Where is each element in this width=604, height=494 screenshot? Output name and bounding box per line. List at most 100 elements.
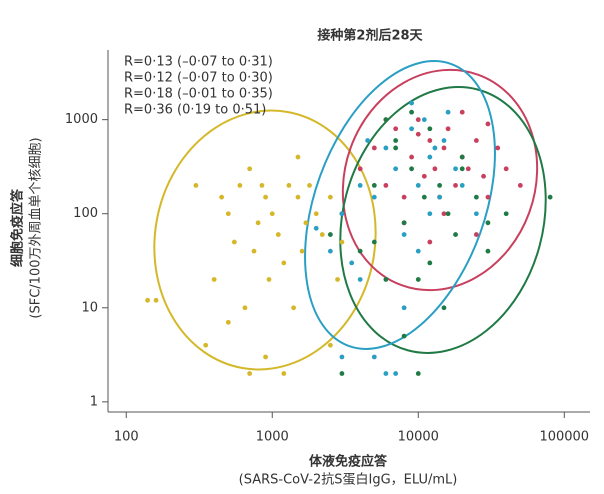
x-axis-label: 体液免疫应答 [309, 454, 388, 470]
point [371, 354, 377, 360]
point [357, 248, 363, 254]
point [313, 225, 319, 231]
point [269, 211, 275, 217]
point [485, 194, 491, 200]
point [465, 166, 471, 172]
point [481, 173, 486, 179]
point [445, 126, 451, 132]
legend-label: R=0·36 (0·19 to 0·51) [124, 103, 266, 118]
point [427, 154, 433, 160]
point [281, 260, 287, 266]
point [383, 117, 389, 123]
point [427, 260, 433, 266]
point [286, 182, 292, 188]
point [453, 232, 458, 237]
point [393, 166, 399, 172]
chart-title: 接种第2剂后28天 [317, 28, 423, 44]
point [401, 194, 407, 200]
point [503, 211, 509, 217]
point [459, 154, 465, 160]
point [421, 117, 427, 123]
y-tick-label: 10 [81, 300, 98, 315]
point [459, 182, 465, 188]
point [263, 354, 268, 360]
point [432, 145, 438, 151]
point [145, 297, 150, 303]
point [357, 277, 363, 282]
x-tick-label: 100000 [539, 430, 589, 445]
point [401, 232, 407, 237]
point [371, 145, 377, 151]
x-tick-label: 10000 [398, 430, 439, 445]
point [401, 305, 407, 311]
point [495, 145, 501, 151]
x-axis-label: (SARS-CoV-2抗S蛋白IgG，ELU/mL) [239, 472, 458, 488]
point [427, 138, 433, 143]
point [427, 211, 433, 217]
point [415, 182, 421, 188]
point [203, 342, 209, 348]
point [327, 232, 333, 237]
point [415, 371, 421, 376]
point [432, 166, 438, 172]
point [335, 277, 340, 282]
point [459, 166, 465, 172]
point [349, 260, 355, 266]
legend-label: R=0·12 (–0·07 to 0·30) [124, 71, 273, 86]
point [485, 248, 491, 254]
point [255, 220, 261, 226]
point [383, 145, 389, 151]
point [357, 182, 363, 188]
point [427, 239, 433, 245]
point [473, 194, 479, 200]
point [295, 154, 301, 160]
point [441, 138, 447, 143]
point [371, 194, 377, 200]
point [219, 194, 225, 200]
point [371, 182, 377, 188]
point [473, 211, 479, 217]
point [445, 109, 451, 115]
point [237, 182, 243, 188]
point [517, 182, 523, 188]
point [409, 166, 414, 172]
point [393, 138, 399, 143]
point [231, 239, 237, 245]
point [415, 117, 421, 123]
y-tick-label: 1000 [65, 112, 98, 127]
point [313, 211, 319, 217]
point [193, 182, 199, 188]
point [503, 166, 509, 172]
point [383, 277, 389, 282]
point [266, 277, 272, 282]
point [153, 297, 159, 303]
point [339, 239, 345, 245]
point [371, 239, 377, 245]
point [441, 145, 447, 151]
point [251, 248, 257, 254]
point [421, 173, 427, 179]
point [327, 194, 333, 200]
point [441, 211, 447, 217]
point [485, 220, 491, 226]
y-axis-label: 细胞免疫应答 [10, 188, 26, 267]
point [421, 194, 427, 200]
point [393, 126, 399, 132]
point [473, 232, 479, 237]
point [225, 319, 231, 325]
point [437, 194, 443, 200]
point [485, 121, 491, 127]
point [327, 342, 333, 348]
point [339, 354, 345, 360]
ellipse [153, 109, 377, 371]
point [401, 220, 407, 226]
point [409, 100, 414, 106]
ellipse [339, 86, 547, 354]
point [299, 248, 305, 254]
y-axis-label: (SFC/100万外周血单个核细胞) [29, 137, 44, 318]
point [401, 333, 407, 339]
point [327, 248, 333, 254]
ellipses [153, 60, 547, 371]
